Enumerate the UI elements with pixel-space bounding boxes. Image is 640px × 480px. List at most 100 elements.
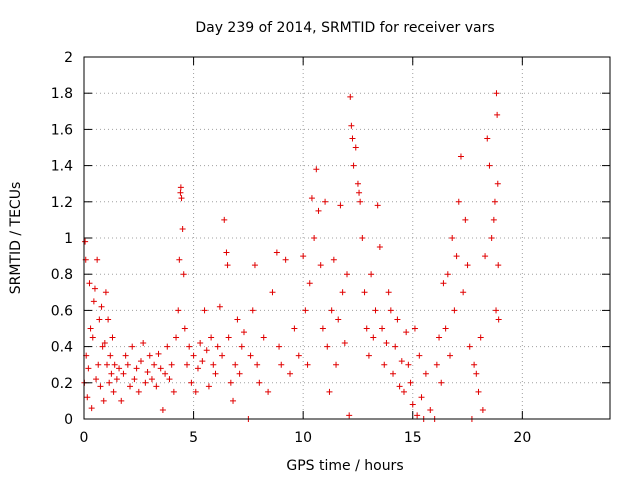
data-point — [90, 298, 97, 305]
data-point — [447, 352, 454, 359]
data-point — [131, 376, 138, 383]
y-tick-label: 0 — [64, 412, 73, 428]
data-point — [479, 406, 486, 413]
data-point — [486, 162, 493, 169]
data-point — [133, 365, 140, 372]
data-point — [93, 376, 100, 383]
data-point — [127, 383, 134, 390]
data-point — [210, 361, 217, 368]
data-point — [455, 198, 462, 205]
data-point — [166, 376, 173, 383]
data-point — [251, 262, 258, 269]
data-point — [148, 376, 155, 383]
data-point — [212, 370, 219, 377]
x-tick-label: 0 — [80, 430, 89, 446]
data-point — [282, 256, 289, 263]
data-point — [418, 394, 425, 401]
data-point — [247, 352, 254, 359]
data-point — [477, 334, 484, 341]
data-point — [416, 352, 423, 359]
data-point — [106, 379, 113, 386]
axis-ticks: 00.20.40.60.811.21.41.61.820 5 10 15 20 — [51, 50, 610, 446]
data-point — [390, 370, 397, 377]
data-point — [95, 361, 102, 368]
data-point — [324, 343, 331, 350]
data-point — [99, 343, 106, 350]
data-point — [85, 365, 92, 372]
x-tick-label: 20 — [513, 430, 531, 446]
data-point — [135, 388, 142, 395]
data-point — [493, 307, 500, 314]
data-point — [352, 144, 359, 151]
data-point — [225, 334, 232, 341]
data-point — [346, 412, 353, 419]
data-point — [88, 405, 95, 412]
data-point — [411, 325, 418, 332]
data-point — [368, 271, 375, 278]
data-point — [116, 365, 123, 372]
y-tick-label: 2 — [64, 50, 73, 66]
y-tick-label: 1.8 — [51, 86, 73, 102]
data-point — [216, 303, 223, 310]
data-point — [422, 370, 429, 377]
data-point — [177, 189, 184, 196]
data-point — [214, 343, 221, 350]
data-point — [254, 361, 261, 368]
data-point — [490, 216, 497, 223]
data-point — [337, 202, 344, 209]
data-point — [398, 358, 405, 365]
data-point — [495, 262, 502, 269]
data-point — [94, 256, 101, 263]
data-point — [494, 111, 501, 118]
data-point — [176, 256, 183, 263]
data-point — [178, 195, 185, 202]
data-point — [205, 383, 212, 390]
data-point — [306, 280, 313, 287]
data-point — [383, 339, 390, 346]
data-point — [153, 383, 160, 390]
data-point — [192, 388, 199, 395]
data-point — [493, 90, 500, 97]
data-point — [224, 262, 231, 269]
y-tick-label: 1 — [64, 231, 73, 247]
data-point — [179, 225, 186, 232]
data-point — [155, 350, 162, 357]
data-point — [124, 361, 131, 368]
data-point — [113, 376, 120, 383]
data-point — [344, 271, 350, 278]
data-point — [488, 235, 495, 241]
data-point — [475, 388, 482, 395]
data-point — [260, 334, 267, 341]
data-point — [181, 325, 188, 332]
data-point — [464, 262, 471, 269]
data-point — [89, 334, 96, 341]
data-point — [219, 352, 226, 359]
data-point — [359, 235, 366, 241]
x-axis-label: GPS time / hours — [286, 458, 403, 474]
data-point — [265, 388, 272, 395]
data-point — [177, 184, 184, 191]
data-point — [341, 339, 348, 346]
data-point — [339, 289, 346, 296]
data-point — [111, 361, 118, 368]
data-point — [460, 289, 467, 296]
data-point — [387, 307, 394, 314]
data-point — [374, 202, 381, 209]
data-point — [194, 365, 201, 372]
data-point — [151, 361, 158, 368]
data-point — [451, 307, 458, 314]
data-point — [199, 358, 206, 365]
data-point — [175, 307, 182, 314]
data-point — [427, 406, 434, 413]
data-point — [142, 379, 149, 386]
data-point — [453, 253, 460, 260]
data-point — [376, 244, 383, 251]
data-point — [230, 397, 237, 404]
data-point — [333, 361, 340, 368]
data-point — [442, 325, 449, 332]
data-point — [365, 352, 372, 359]
data-point — [249, 307, 256, 314]
data-point — [363, 325, 370, 332]
data-point — [311, 235, 318, 241]
